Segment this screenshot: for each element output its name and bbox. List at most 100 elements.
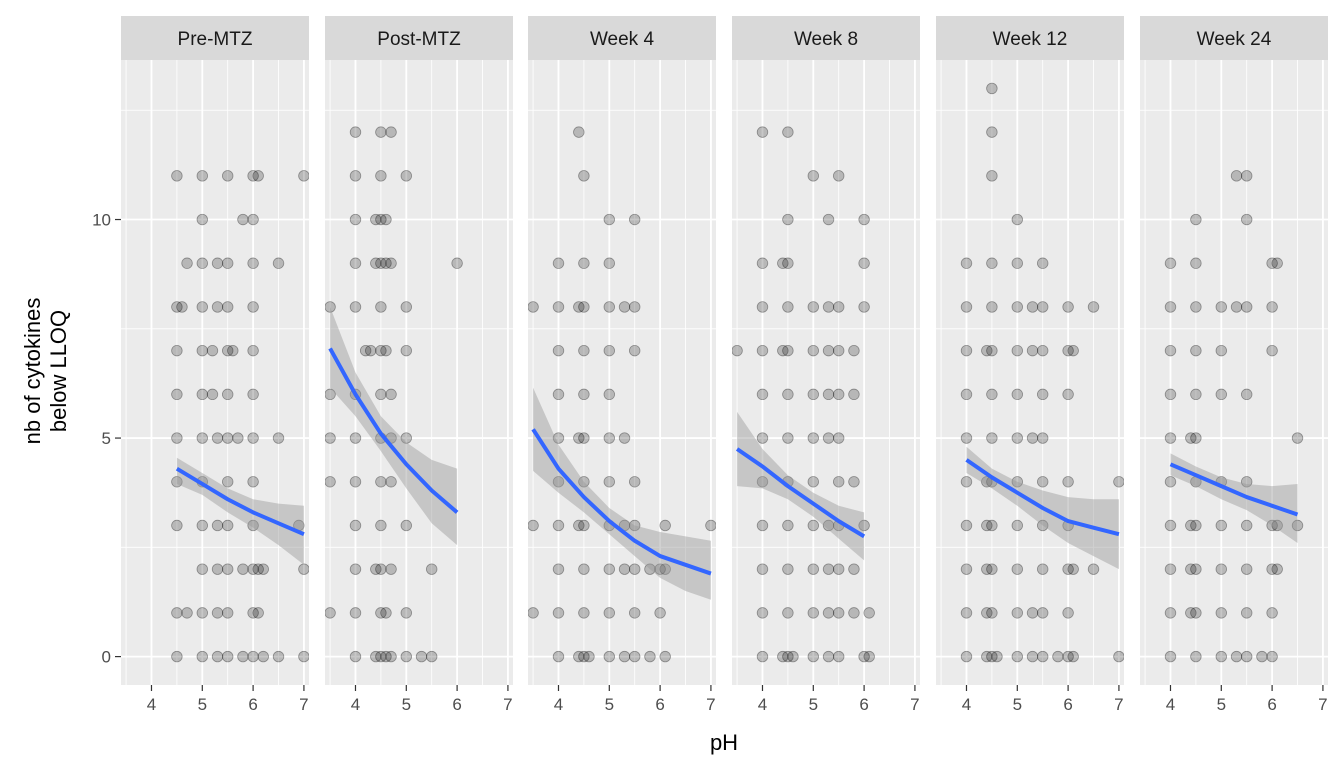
data-point: [863, 650, 875, 663]
data-point: [380, 650, 392, 663]
data-point: [171, 301, 183, 313]
data-point: [1185, 432, 1197, 444]
data-point: [833, 607, 845, 619]
data-point: [848, 388, 860, 401]
data-point: [196, 213, 208, 226]
data-point: [171, 344, 183, 357]
data-point: [1037, 301, 1049, 313]
panel-background: [936, 60, 1124, 685]
x-tick-label: 7: [910, 695, 919, 714]
data-point: [603, 607, 615, 619]
data-point: [858, 519, 870, 532]
x-tick-label: 6: [452, 695, 461, 714]
data-point: [1011, 213, 1023, 226]
data-point: [986, 257, 998, 269]
data-point: [451, 257, 463, 269]
data-point: [247, 476, 259, 488]
data-point: [644, 650, 656, 663]
data-point: [375, 388, 387, 401]
data-point: [385, 563, 397, 575]
data-point: [960, 432, 973, 444]
panel-background: [121, 60, 309, 685]
data-point: [1037, 344, 1049, 357]
data-point: [370, 650, 382, 663]
data-point: [603, 257, 615, 269]
data-point: [252, 607, 264, 619]
data-point: [822, 650, 835, 663]
data-point: [247, 213, 259, 226]
data-point: [1062, 476, 1074, 488]
data-point: [359, 344, 372, 357]
data-point: [822, 607, 835, 619]
y-axis: 0 5 10: [92, 211, 121, 667]
data-point: [400, 432, 412, 444]
facet-strip: [121, 16, 309, 60]
data-point: [1190, 344, 1202, 357]
data-point: [573, 126, 585, 138]
data-point: [960, 344, 973, 357]
data-point: [782, 257, 794, 269]
data-point: [1241, 388, 1253, 401]
data-point: [629, 476, 641, 488]
x-tick-label: 6: [655, 695, 664, 714]
data-point: [211, 519, 224, 532]
data-point: [349, 126, 362, 138]
data-point: [1190, 607, 1202, 619]
data-point: [1062, 607, 1074, 619]
data-point: [528, 519, 539, 532]
data-point: [1256, 650, 1268, 663]
data-point: [960, 388, 973, 401]
data-point: [1067, 344, 1079, 357]
data-point: [858, 257, 870, 269]
data-point: [1037, 563, 1049, 575]
data-point: [848, 563, 860, 575]
data-point: [618, 301, 631, 313]
data-point: [782, 563, 794, 575]
data-point: [552, 432, 565, 444]
data-point: [370, 213, 382, 226]
data-point: [1011, 476, 1023, 488]
data-point: [247, 607, 259, 619]
data-point: [211, 257, 224, 269]
data-point: [1185, 519, 1197, 532]
data-point: [822, 388, 835, 401]
data-point: [777, 650, 789, 663]
data-point: [1230, 650, 1243, 663]
data-point: [981, 650, 993, 663]
x-tick-label: 5: [198, 695, 207, 714]
data-point: [756, 388, 769, 401]
data-point: [375, 344, 387, 357]
x-tick-label: 4: [351, 695, 360, 714]
data-point: [1266, 301, 1278, 313]
data-point: [370, 563, 382, 575]
data-point: [858, 213, 870, 226]
data-point: [833, 650, 845, 663]
x-tick-label: 6: [1063, 695, 1072, 714]
data-point: [833, 344, 845, 357]
data-point: [552, 563, 565, 575]
data-point: [257, 563, 269, 575]
data-point: [756, 476, 769, 488]
data-point: [807, 344, 819, 357]
data-point: [222, 607, 234, 619]
panel-content: [528, 126, 716, 663]
data-point: [237, 563, 249, 575]
data-point: [1164, 519, 1177, 532]
facet-strip-label: Week 4: [590, 29, 655, 50]
data-point: [252, 170, 264, 182]
data-point: [1215, 563, 1227, 575]
data-point: [1011, 257, 1023, 269]
x-tick-label: 7: [706, 695, 715, 714]
data-point: [1241, 170, 1253, 182]
data-point: [385, 650, 397, 663]
data-point: [1266, 650, 1278, 663]
data-point: [756, 650, 769, 663]
data-point: [349, 519, 362, 532]
data-point: [833, 170, 845, 182]
data-point: [375, 257, 387, 269]
data-point: [552, 607, 565, 619]
data-point: [1241, 650, 1253, 663]
data-point: [659, 563, 671, 575]
x-axis-title: pH: [710, 730, 738, 755]
